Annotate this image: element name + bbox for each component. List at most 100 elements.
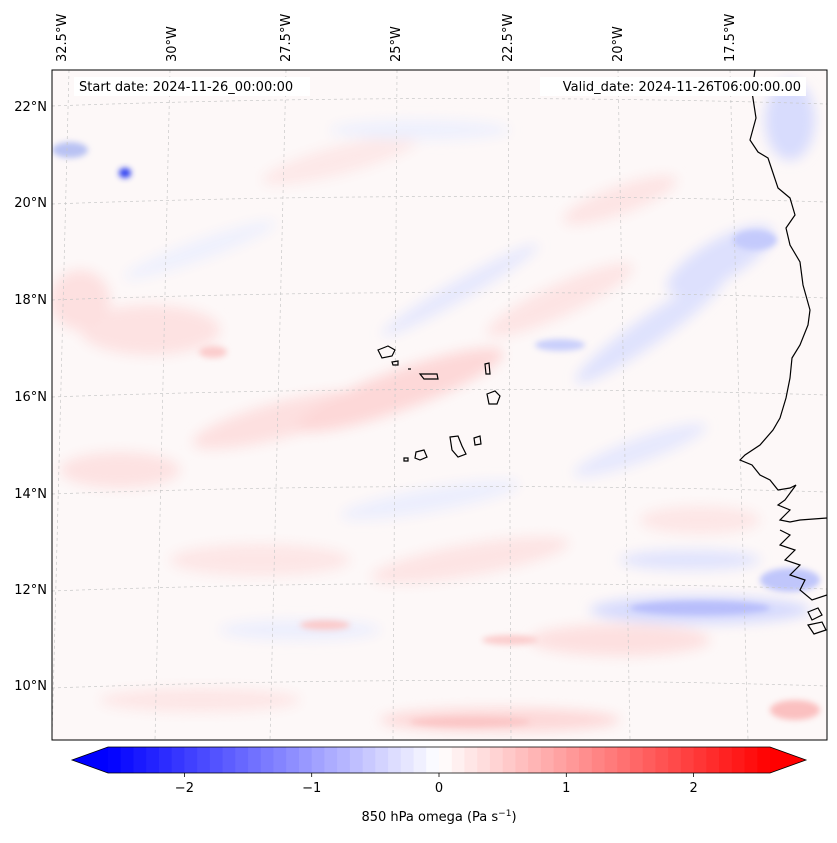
colorbar-cell [528,747,542,773]
colorbar-cell [235,747,249,773]
colorbar-cell [158,747,173,773]
lon-label: 27.5°W [279,14,294,62]
west-african-coastline [738,70,827,635]
lon-label: 20°W [611,26,626,62]
lat-label: 14°N [14,487,47,502]
colorbar-cell [260,747,275,773]
lat-label: 18°N [14,293,47,308]
colorbar-cell [617,747,631,773]
colorbar-cell [731,747,746,773]
colorbar-cell [375,747,389,773]
island-santiago [449,435,467,458]
lon-label: 25°W [389,26,404,62]
start-date-box [74,77,310,96]
lat-label: 16°N [14,390,47,405]
colorbar-cell [540,747,555,773]
colorbar-cell [502,747,516,773]
omega-field [52,80,820,732]
lon-labels: 32.5°W 30°W 27.5°W 25°W 22.5°W 20°W 17.5… [55,14,738,62]
colorbar-tick-label: 2 [689,781,697,796]
colorbar-cell [362,747,376,773]
valid-date-label: Valid_date: 2024-11-26T06:00:00.00 [563,80,801,95]
colorbar-cell [451,747,466,773]
lon-label: 30°W [165,26,180,62]
island-sao-vicente [391,360,399,366]
lon-label: 17.5°W [723,14,738,62]
colorbar-cell [120,747,135,773]
island-brava [403,457,409,462]
cape-verde-islands [377,345,501,462]
colorbar-cell [273,747,287,773]
colorbar-cell [515,747,529,773]
colorbar-cell [642,747,657,773]
colorbar-cell [248,747,262,773]
colorbar-ticks: −2 −1 0 1 2 [175,773,698,796]
lon-label: 22.5°W [501,14,516,62]
colorbar-cell [591,747,606,773]
colorbar: −2 −1 0 1 2 850 hPa omega (Pa s−1) [70,746,808,825]
colorbar-cell [706,747,720,773]
colorbar-cell [400,747,415,773]
colorbar-cell [604,747,618,773]
colorbar-max-extend [770,747,806,773]
graticule [52,70,827,740]
colorbar-min-extend [72,747,108,773]
island-maio [473,435,482,446]
colorbar-cell [579,747,593,773]
colorbar-cell [349,747,364,773]
colorbar-cell [757,747,771,773]
colorbar-cell [337,747,351,773]
colorbar-cell [680,747,695,773]
lat-label: 10°N [14,679,47,694]
colorbar-label: 850 hPa omega (Pa s−1) [361,809,516,825]
colorbar-cell [744,747,758,773]
island-sal [484,362,491,375]
colorbar-cell [324,747,338,773]
colorbar-cell [426,747,440,773]
colorbar-cell [477,747,491,773]
colorbar-tick-label: 1 [562,781,570,796]
colorbar-cell [413,747,427,773]
colorbar-cell [311,747,326,773]
colorbar-cell [464,747,478,773]
colorbar-cell [298,747,313,773]
colorbar-tick-label: −1 [302,781,321,796]
island-santo-antao [377,345,396,359]
lat-label: 22°N [14,100,47,115]
start-date-label: Start date: 2024-11-26_00:00:00 [79,80,293,95]
colorbar-cell [388,747,402,773]
map-background [52,70,827,740]
colorbar-cell [184,747,198,773]
colorbar-cell [222,747,236,773]
colorbar-cell [693,747,707,773]
island-boa-vista [486,390,501,405]
lon-label: 32.5°W [55,14,70,62]
colorbar-cell [209,747,224,773]
colorbar-tick-label: 0 [435,781,443,796]
colorbar-cell [197,747,211,773]
colorbar-cell [566,747,580,773]
colorbar-cell [655,747,669,773]
map-frame [51,69,828,741]
lat-label: 20°N [14,196,47,211]
colorbar-cell [553,747,567,773]
colorbar-outline [70,746,808,774]
colorbar-cell [171,747,185,773]
colorbar-cell [146,747,160,773]
lat-label: 12°N [14,583,47,598]
colorbar-cell [133,747,147,773]
colorbar-cell [286,747,300,773]
colorbar-tick-label: −2 [175,781,194,796]
colorbar-cells [108,747,771,773]
colorbar-cell [489,747,504,773]
colorbar-cell [108,747,122,773]
island-fogo [414,449,428,461]
colorbar-cell [719,747,733,773]
valid-date-box [540,77,806,96]
lat-labels: 22°N 20°N 18°N 16°N 14°N 12°N 10°N [14,100,47,694]
island-sao-nicolau [418,373,439,380]
colorbar-cell [439,747,453,773]
colorbar-cell [629,747,644,773]
